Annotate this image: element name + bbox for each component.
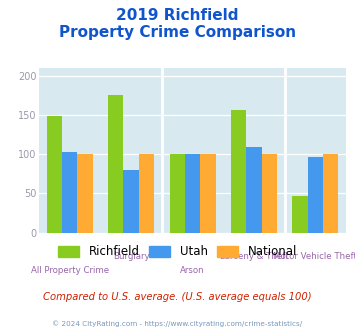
Text: Compared to U.S. average. (U.S. average equals 100): Compared to U.S. average. (U.S. average … (43, 292, 312, 302)
Bar (262, 154, 277, 233)
Legend: Richfield, Utah, National: Richfield, Utah, National (53, 241, 302, 263)
Bar (200, 154, 215, 233)
Bar (77, 154, 93, 233)
Bar (47, 116, 62, 233)
Text: Property Crime Comparison: Property Crime Comparison (59, 25, 296, 40)
Bar (170, 154, 185, 233)
Bar (185, 154, 200, 233)
Bar (246, 147, 262, 233)
Text: Burglary: Burglary (113, 252, 149, 261)
Bar (124, 170, 139, 233)
Bar (293, 196, 308, 233)
Text: 2019 Richfield: 2019 Richfield (116, 8, 239, 23)
Bar (231, 110, 246, 233)
Text: Motor Vehicle Theft: Motor Vehicle Theft (273, 252, 355, 261)
Text: Arson: Arson (180, 266, 205, 275)
Bar (108, 95, 124, 233)
Text: Larceny & Theft: Larceny & Theft (220, 252, 288, 261)
Bar (62, 152, 77, 233)
Bar (139, 154, 154, 233)
Text: © 2024 CityRating.com - https://www.cityrating.com/crime-statistics/: © 2024 CityRating.com - https://www.city… (53, 321, 302, 327)
Bar (323, 154, 338, 233)
Bar (308, 157, 323, 233)
Text: All Property Crime: All Property Crime (31, 266, 109, 275)
